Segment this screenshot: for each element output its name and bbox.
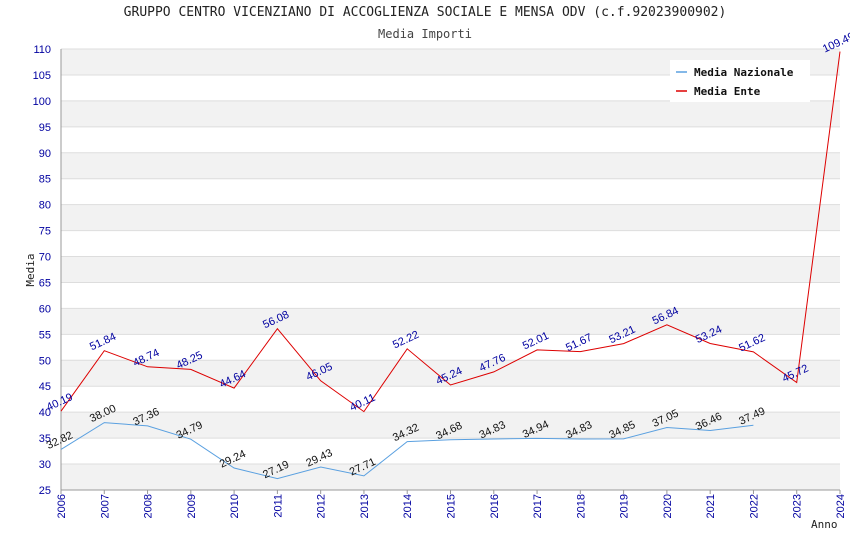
y-tick-label: 40 [39,407,51,419]
x-tick-label: 2022 [748,494,760,518]
x-tick-label: 2009 [186,494,198,518]
y-tick-label: 25 [39,485,51,497]
y-tick-label: 95 [39,122,51,134]
x-tick-label: 2021 [705,494,717,518]
y-tick-label: 55 [39,329,51,341]
x-tick-label: 2006 [56,494,68,518]
y-tick-label: 90 [39,148,51,160]
grid-band [61,152,840,179]
grid-band [61,464,840,490]
x-tick-label: 2024 [835,494,847,518]
grid-band [61,204,840,231]
background-bands [61,49,840,490]
x-tick-label: 2020 [662,494,674,518]
x-tick-label: 2013 [359,494,371,518]
y-tick-label: 50 [39,355,51,367]
x-tick-label: 2018 [575,494,587,518]
y-tick-label: 65 [39,277,51,289]
x-tick-label: 2015 [446,494,458,518]
y-tick-labels: 25 30 35 40 45 50 55 60 65 70 75 80 85 90 95 100 105 110 [33,44,51,497]
data-label: 51.67 [564,332,594,355]
x-tick-label: 2008 [143,494,155,518]
y-tick-label: 85 [39,174,51,186]
grid-band [61,256,840,283]
y-tick-label: 100 [33,96,51,108]
x-tick-label: 2012 [316,494,328,518]
x-tick-label: 2011 [272,494,284,518]
chart-title: GRUPPO CENTRO VICENZIANO DI ACCOGLIENZA … [123,5,727,20]
x-tick-label: 2007 [99,494,111,518]
data-label: 40.19 [45,391,75,414]
x-axis-label: Anno [811,518,838,531]
legend: Media Nazionale Media Ente [670,60,810,102]
x-tick-label: 2019 [619,494,631,518]
series-line-media-ente [60,51,841,413]
y-tick-label: 30 [39,459,51,471]
legend-label: Media Ente [694,85,761,98]
y-tick-label: 80 [39,200,51,212]
x-tick-label: 2016 [489,494,501,518]
legend-label: Media Nazionale [694,66,794,79]
grid-band [61,360,840,387]
x-tick-label: 2010 [229,494,241,518]
grid-band [61,100,840,127]
y-tick-label: 60 [39,303,51,315]
y-tick-label: 110 [33,44,51,56]
series-line-media-nazionale [60,422,754,480]
data-label: 51.62 [737,332,767,355]
x-tick-labels: 2006 2007 2008 2009 2010 2011 2012 2013 2014 2015… [56,494,847,518]
series-lines [60,51,841,480]
y-axis-label: Media [24,253,37,286]
y-tick-label: 35 [39,433,51,445]
x-tick-label: 2017 [532,494,544,518]
x-tick-label: 2023 [792,494,804,518]
y-tick-label: 105 [33,70,51,82]
grid-band [61,412,840,439]
legend-box [670,60,810,102]
y-tick-label: 75 [39,226,51,238]
y-tick-label: 45 [39,381,51,393]
chart-subtitle: Media Importi [378,27,472,41]
grid-band [61,308,840,335]
axes [60,49,841,494]
y-tick-label: 70 [39,252,51,264]
x-tick-label: 2014 [402,494,414,518]
